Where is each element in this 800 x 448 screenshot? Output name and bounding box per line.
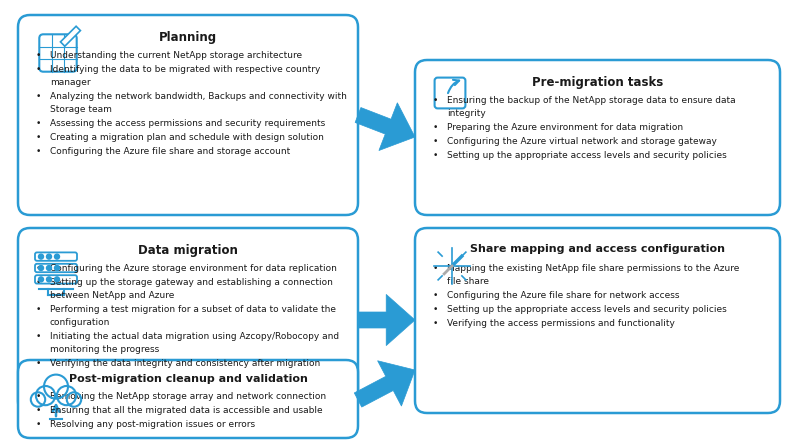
Text: Configuring the Azure file share and storage account: Configuring the Azure file share and sto… [50,147,290,156]
Text: Configuring the Azure file share for network access: Configuring the Azure file share for net… [447,291,679,300]
Text: Storage team: Storage team [50,105,112,114]
Text: Initiating the actual data migration using Azcopy/Robocopy and: Initiating the actual data migration usi… [50,332,339,341]
Text: Assessing the access permissions and security requirements: Assessing the access permissions and sec… [50,119,326,128]
Text: Setting up the appropriate access levels and security policies: Setting up the appropriate access levels… [447,305,726,314]
Circle shape [46,266,51,271]
Text: Performing a test migration for a subset of data to validate the: Performing a test migration for a subset… [50,305,336,314]
Text: •: • [36,264,42,273]
FancyBboxPatch shape [39,34,77,72]
Text: •: • [36,420,42,429]
Polygon shape [355,103,415,151]
Circle shape [46,277,51,282]
Circle shape [36,386,55,405]
Text: Setting up the storage gateway and establishing a connection: Setting up the storage gateway and estab… [50,278,333,287]
Circle shape [30,392,45,407]
FancyBboxPatch shape [415,60,780,215]
FancyBboxPatch shape [18,360,358,438]
Text: •: • [36,305,42,314]
Text: Verifying the access permissions and functionality: Verifying the access permissions and fun… [447,319,675,328]
Text: Ensuring the backup of the NetApp storage data to ensure data: Ensuring the backup of the NetApp storag… [447,96,736,105]
FancyBboxPatch shape [18,15,358,215]
Circle shape [428,242,476,290]
Text: •: • [36,392,42,401]
FancyBboxPatch shape [35,275,77,284]
Text: •: • [433,123,438,132]
Text: •: • [36,51,42,60]
Circle shape [54,277,59,282]
Polygon shape [358,294,415,345]
Circle shape [54,254,59,259]
Text: •: • [433,96,438,105]
Text: Understanding the current NetApp storage architecture: Understanding the current NetApp storage… [50,51,302,60]
Circle shape [46,254,51,259]
Text: Removing the NetApp storage array and network connection: Removing the NetApp storage array and ne… [50,392,326,401]
Text: Setting up the appropriate access levels and security policies: Setting up the appropriate access levels… [447,151,726,160]
Text: Configuring the Azure virtual network and storage gateway: Configuring the Azure virtual network an… [447,137,717,146]
Text: •: • [36,406,42,415]
Text: Post-migration cleanup and validation: Post-migration cleanup and validation [69,374,307,384]
Text: file share: file share [447,277,489,286]
Text: •: • [36,147,42,156]
Text: Resolving any post-migration issues or errors: Resolving any post-migration issues or e… [50,420,255,429]
Circle shape [38,277,43,282]
Text: •: • [36,359,42,368]
Text: Share mapping and access configuration: Share mapping and access configuration [470,244,725,254]
Text: •: • [433,291,438,300]
Text: Mapping the existing NetApp file share permissions to the Azure: Mapping the existing NetApp file share p… [447,264,739,273]
Text: •: • [433,319,438,328]
FancyBboxPatch shape [434,78,466,108]
Text: configuration: configuration [50,318,110,327]
Text: Identifying the data to be migrated with respective country: Identifying the data to be migrated with… [50,65,320,74]
Text: •: • [433,264,438,273]
Text: •: • [433,151,438,160]
Text: •: • [36,278,42,287]
Text: Analyzing the network bandwidth, Backups and connectivity with: Analyzing the network bandwidth, Backups… [50,92,347,101]
FancyBboxPatch shape [415,228,780,413]
Text: •: • [36,119,42,128]
Circle shape [38,254,43,259]
Polygon shape [61,26,81,46]
Text: •: • [36,65,42,74]
Text: Planning: Planning [159,31,217,44]
Text: •: • [433,305,438,314]
Text: •: • [433,137,438,146]
Polygon shape [354,361,415,407]
Text: integrity: integrity [447,109,486,118]
Text: between NetApp and Azure: between NetApp and Azure [50,291,174,300]
Circle shape [44,375,68,399]
Text: Configuring the Azure storage environment for data replication: Configuring the Azure storage environmen… [50,264,337,273]
Text: Data migration: Data migration [138,244,238,257]
FancyBboxPatch shape [18,228,358,413]
FancyBboxPatch shape [35,264,77,272]
Text: •: • [36,133,42,142]
FancyBboxPatch shape [35,252,77,261]
Text: Preparing the Azure environment for data migration: Preparing the Azure environment for data… [447,123,683,132]
Text: manager: manager [50,78,90,87]
Circle shape [67,392,82,407]
Text: Pre-migration tasks: Pre-migration tasks [532,76,663,89]
Text: •: • [36,92,42,101]
Text: Ensuring that all the migrated data is accessible and usable: Ensuring that all the migrated data is a… [50,406,322,415]
Text: Verifying the data integrity and consistency after migration: Verifying the data integrity and consist… [50,359,320,368]
Text: monitoring the progress: monitoring the progress [50,345,159,354]
Circle shape [54,266,59,271]
Circle shape [38,266,43,271]
Circle shape [57,386,76,405]
Text: •: • [36,332,42,341]
Text: Creating a migration plan and schedule with design solution: Creating a migration plan and schedule w… [50,133,324,142]
